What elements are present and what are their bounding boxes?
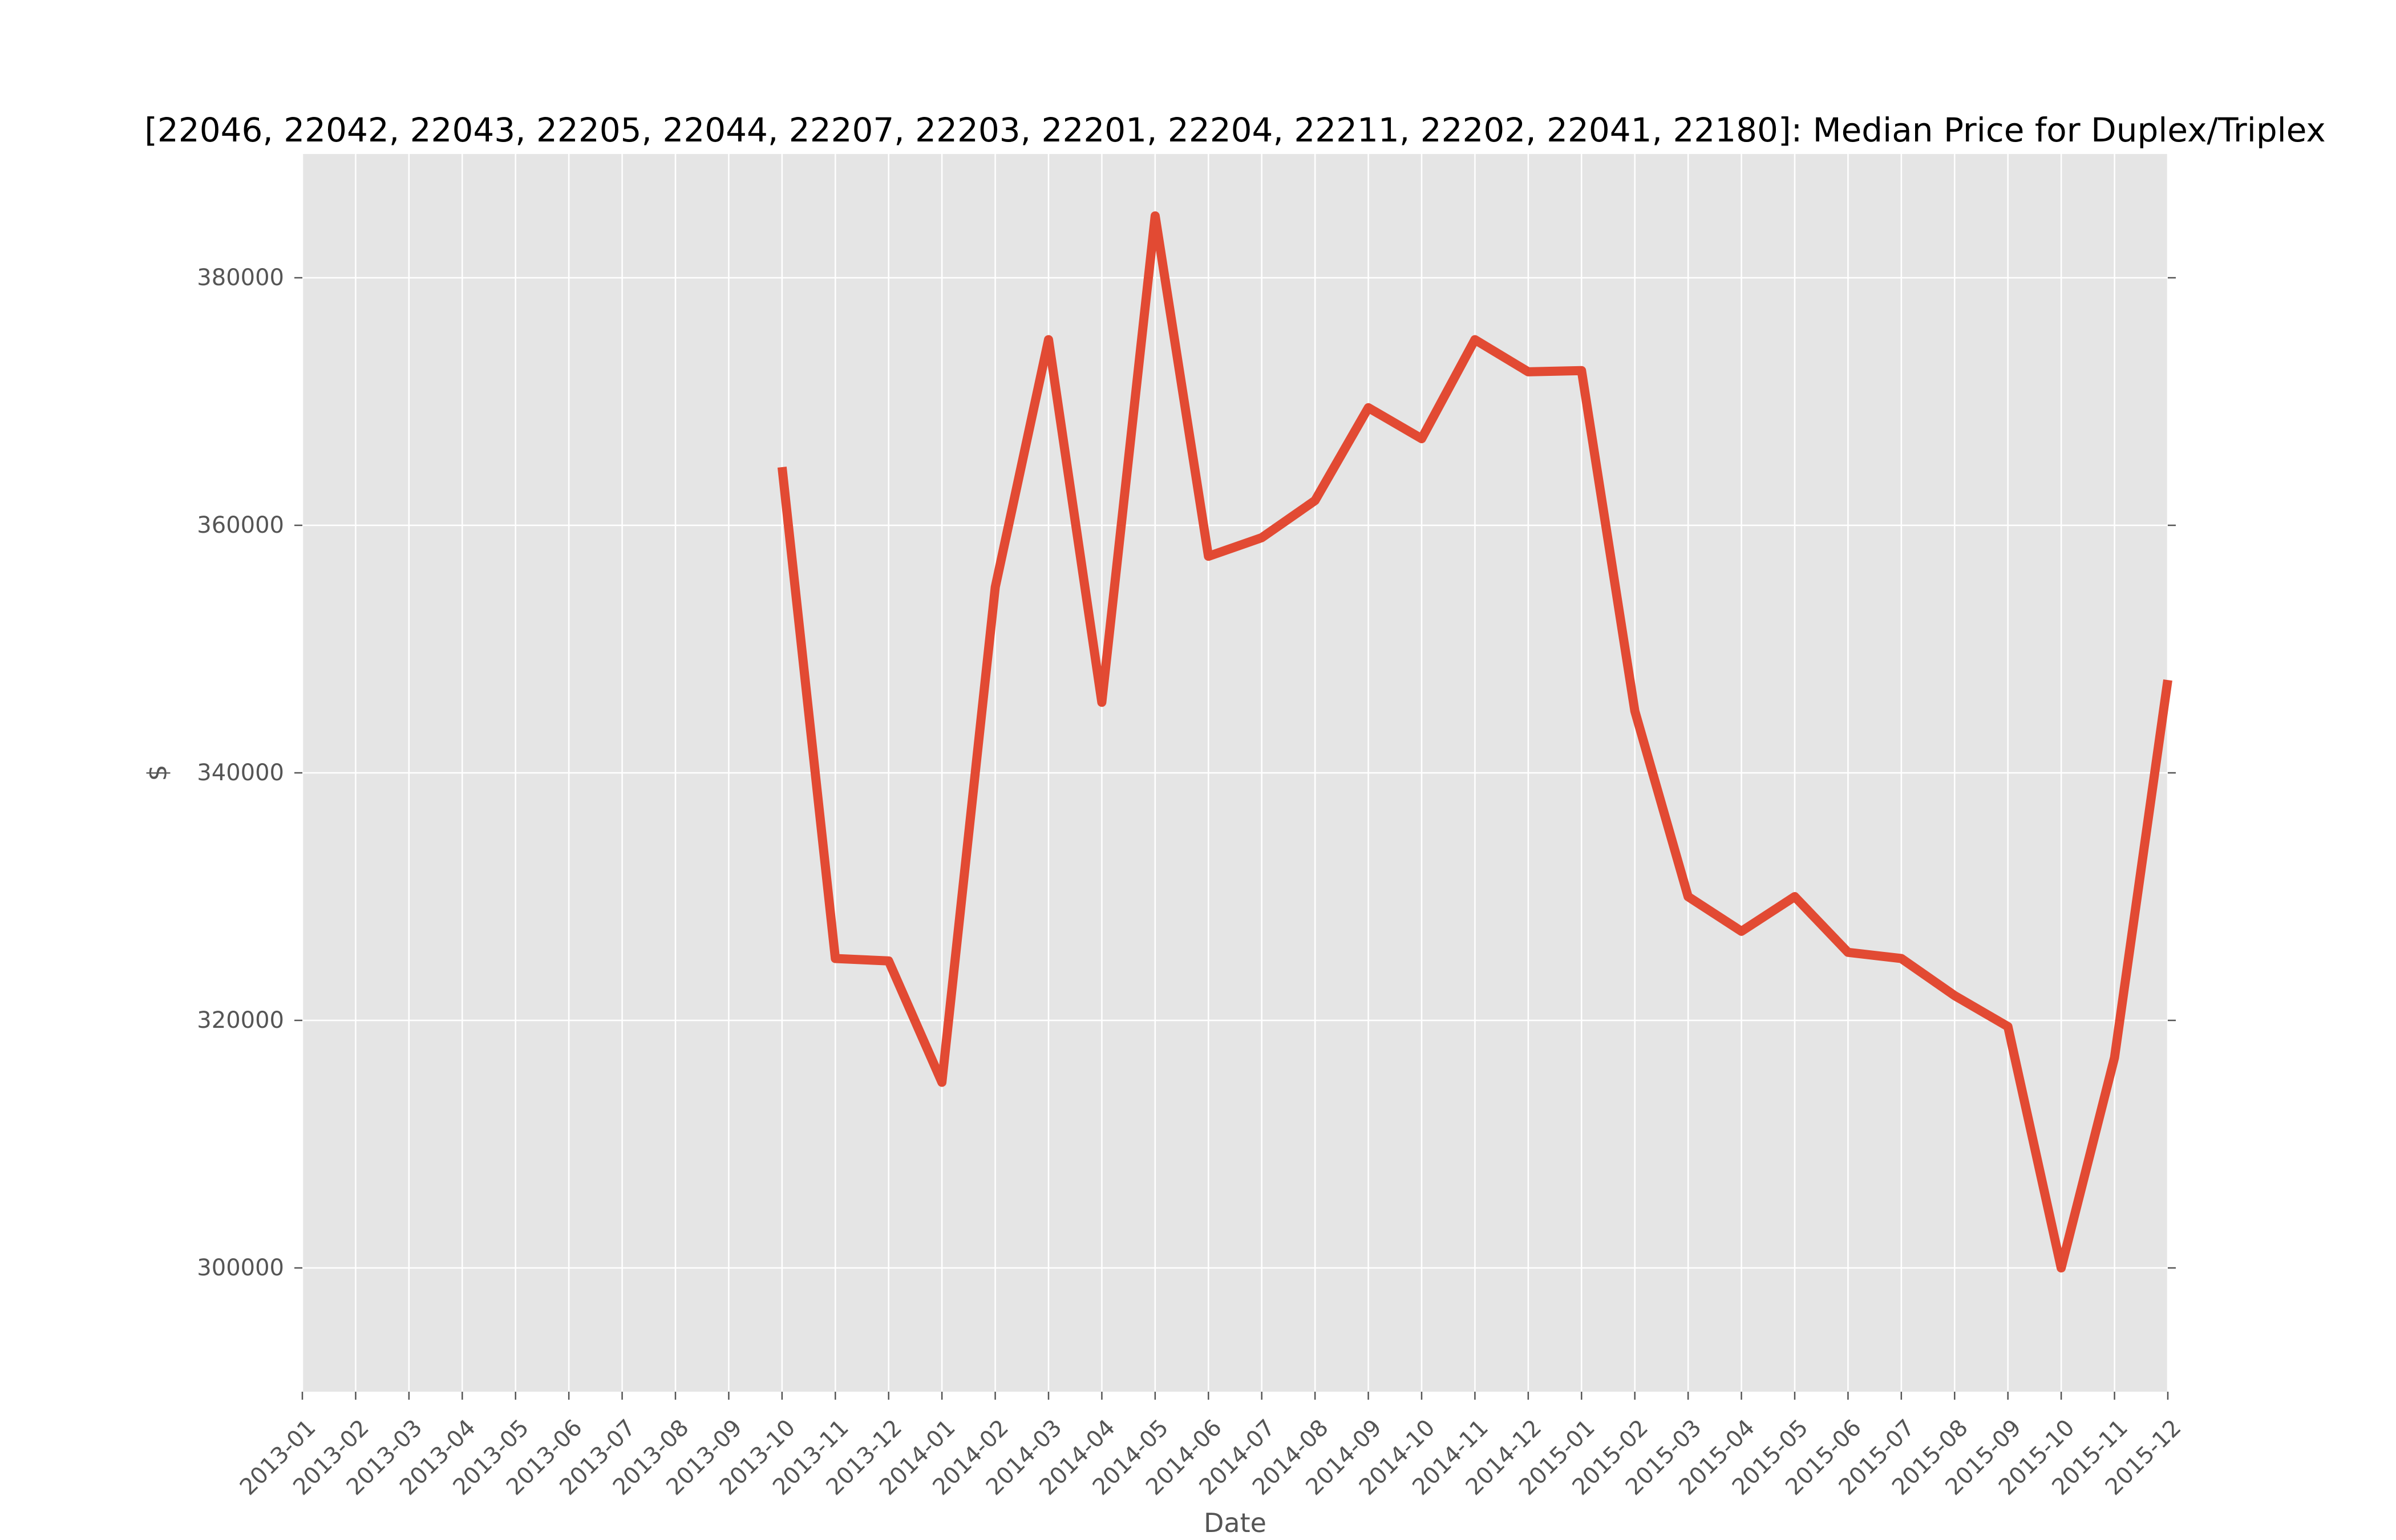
y-tick-label: 320000 <box>197 1007 284 1034</box>
y-tick-label: 300000 <box>197 1255 284 1281</box>
y-axis-label: $ <box>142 764 173 781</box>
x-axis-label: Date <box>1204 1507 1266 1538</box>
series-layer <box>777 211 2172 1272</box>
grid-lines <box>301 154 2169 1392</box>
y-tick-label: 340000 <box>197 760 284 786</box>
y-tick-label: 360000 <box>197 512 284 538</box>
y-tick-label: 380000 <box>197 265 284 291</box>
chart-title: [22046, 22042, 22043, 22205, 22044, 2220… <box>144 111 2325 149</box>
